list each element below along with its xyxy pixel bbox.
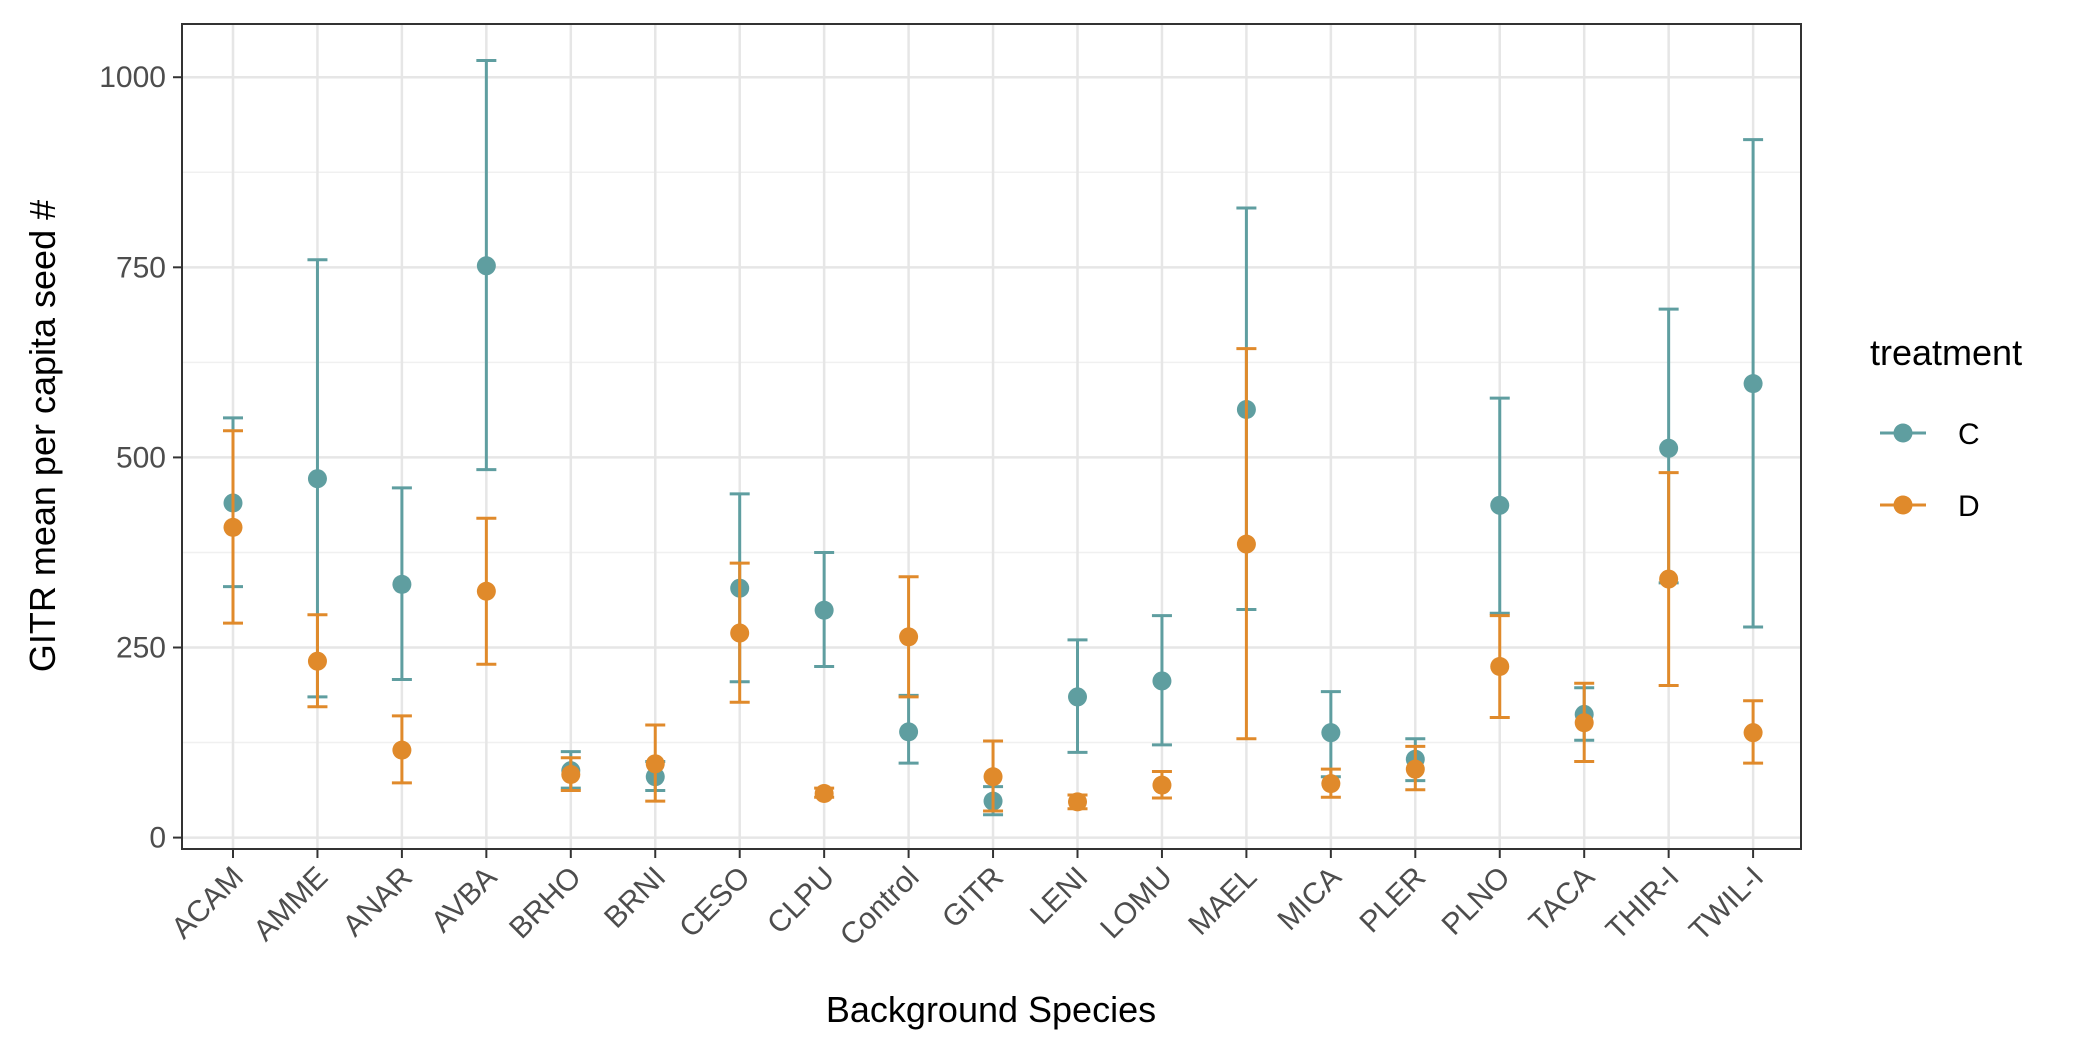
x-tick-label: MAEL	[1182, 861, 1263, 942]
data-point	[1659, 438, 1679, 458]
data-point	[1405, 759, 1425, 779]
x-tick-label: Control	[834, 861, 926, 953]
data-point	[814, 600, 834, 620]
data-point	[1743, 723, 1763, 743]
data-point	[1490, 495, 1510, 515]
data-point	[307, 469, 327, 489]
data-point	[1659, 569, 1679, 589]
y-tick-label: 0	[149, 822, 166, 855]
data-point	[223, 517, 243, 537]
legend-key-point	[1893, 495, 1913, 515]
y-tick-label: 750	[116, 251, 166, 284]
x-tick-label: BRHO	[503, 861, 588, 946]
x-tick-label: THIR-I	[1600, 861, 1686, 947]
x-tick-label: CLPU	[761, 861, 841, 941]
x-axis-title: Background Species	[826, 989, 1156, 1030]
y-axis: 0 250 500 750 1000	[99, 61, 182, 855]
legend-label: C	[1958, 418, 1980, 451]
x-tick-label: ACAM	[165, 861, 250, 946]
plot-panel	[182, 24, 1801, 849]
x-tick-label: TWIL-I	[1683, 861, 1770, 948]
legend: treatment C D	[1870, 332, 2022, 523]
data-point	[1068, 687, 1087, 707]
data-point	[1490, 657, 1510, 677]
data-point	[476, 581, 496, 601]
data-point	[645, 754, 665, 774]
data-point	[1068, 792, 1087, 812]
data-point	[1321, 774, 1341, 794]
y-tick-label: 500	[116, 441, 166, 474]
x-tick-label: PLER	[1353, 861, 1432, 940]
x-tick-label: PLNO	[1436, 861, 1517, 942]
data-point	[1743, 374, 1763, 394]
legend-label: D	[1958, 490, 1980, 523]
y-tick-label: 1000	[99, 61, 166, 94]
legend-title: treatment	[1870, 332, 2022, 373]
y-axis-title: GITR mean per capita seed #	[22, 200, 63, 672]
x-tick-label: GITR	[936, 861, 1010, 935]
plot-border	[181, 23, 1802, 850]
data-point	[1574, 713, 1594, 733]
x-tick-label: AMME	[247, 861, 334, 948]
data-point	[307, 651, 327, 671]
legend-key-point	[1893, 423, 1913, 443]
data-point	[476, 256, 496, 276]
data-point	[983, 767, 1003, 787]
data-point	[561, 764, 581, 784]
data-point	[1152, 671, 1172, 691]
data-point	[1236, 534, 1256, 554]
data-point	[814, 783, 834, 803]
data-point	[392, 574, 412, 594]
x-tick-label: MICA	[1271, 861, 1347, 937]
data-point	[730, 623, 750, 643]
x-tick-label: LENI	[1024, 861, 1095, 932]
data-point	[899, 627, 919, 647]
data-point	[1152, 775, 1172, 795]
x-tick-label: TACA	[1523, 861, 1601, 939]
x-tick-label: AVBA	[425, 861, 503, 939]
data-marks	[223, 58, 1764, 817]
data-point	[899, 722, 919, 742]
data-point	[392, 740, 412, 760]
x-tick-label: CESO	[673, 861, 756, 944]
x-tick-label: BRNI	[598, 861, 672, 935]
y-tick-label: 250	[116, 632, 166, 665]
x-tick-label: ANAR	[337, 861, 419, 943]
x-tick-label: LOMU	[1094, 861, 1179, 946]
series-D	[223, 347, 1764, 813]
data-point	[1321, 723, 1341, 743]
